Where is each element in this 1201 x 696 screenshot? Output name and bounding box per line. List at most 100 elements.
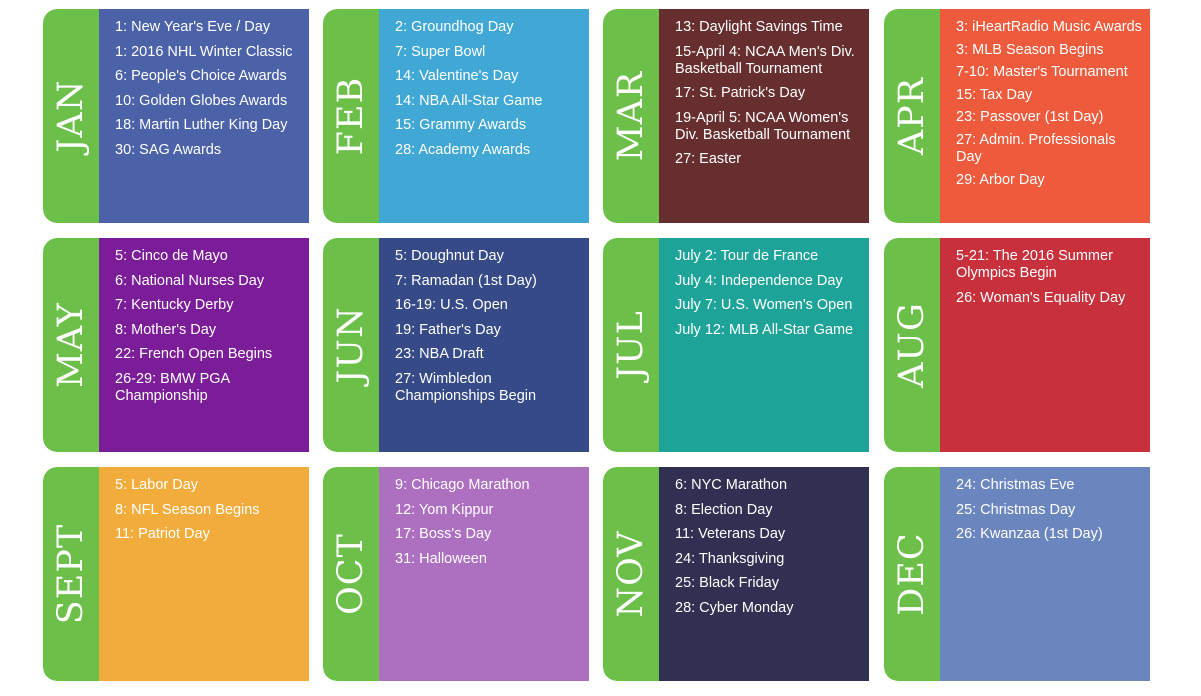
- month-tab: APR: [884, 9, 940, 223]
- event-item: 18: Martin Luther King Day: [115, 117, 288, 134]
- month-card-jan: JAN 1: New Year's Eve / Day 1: 2016 NHL Wi…: [43, 9, 309, 223]
- event-item: 26: Woman's Equality Day: [956, 289, 1126, 306]
- month-label: FEB: [331, 76, 371, 156]
- events-panel: 3: iHeartRadio Music Awards 3: MLB Season…: [940, 9, 1150, 223]
- events-panel: 5-21: The 2016 Summer Olympics Begin 26: …: [940, 238, 1150, 452]
- event-item: 3: iHeartRadio Music Awards: [956, 19, 1142, 35]
- event-item: 27: Wimbledon Championships Begin: [395, 370, 537, 404]
- event-item: 24: Christmas Eve: [956, 477, 1075, 493]
- event-item: July 12: MLB All-Star Game: [675, 321, 854, 338]
- event-item: 15: Grammy Awards: [395, 117, 527, 134]
- event-item: 31: Halloween: [395, 550, 487, 567]
- events-panel: 6: NYC Marathon 8: Election Day 11: Vetera…: [659, 467, 869, 681]
- event-item: July 4: Independence Day: [675, 272, 843, 289]
- month-label: JUL: [611, 310, 651, 380]
- events-panel: 1: New Year's Eve / Day 1: 2016 NHL Winte…: [99, 9, 309, 223]
- event-item: 7: Ramadan (1st Day): [395, 272, 537, 289]
- event-item: 26: Kwanzaa (1st Day): [956, 526, 1103, 543]
- month-card-dec: DEC 24: Christmas Eve 25: Christmas Day 26:…: [884, 467, 1150, 681]
- event-item: 17: Boss's Day: [395, 526, 492, 543]
- event-item: 14: NBA All-Star Game: [395, 92, 543, 109]
- event-item: 8: Mother's Day: [115, 321, 217, 338]
- month-label: AUG: [892, 302, 932, 388]
- event-item: 28: Cyber Monday: [675, 599, 794, 616]
- event-item: 28: Academy Awards: [395, 141, 531, 158]
- month-tab: DEC: [884, 467, 940, 681]
- event-item: 1: 2016 NHL Winter Classic: [115, 43, 293, 60]
- event-item: 24: Thanksgiving: [675, 550, 785, 567]
- month-label: SEPT: [51, 523, 91, 625]
- event-item: 25: Christmas Day: [956, 501, 1076, 518]
- event-item: 7: Super Bowl: [395, 43, 486, 60]
- month-tab: AUG: [884, 238, 940, 452]
- event-item: 27: Easter: [675, 151, 742, 168]
- event-item: 1: New Year's Eve / Day: [115, 19, 271, 35]
- event-item: July 2: Tour de France: [675, 248, 819, 264]
- event-item: 19: Father's Day: [395, 321, 501, 338]
- event-item: 26-29: BMW PGA Championship: [115, 370, 230, 404]
- month-label: JAN: [51, 79, 91, 153]
- month-label: MAY: [51, 302, 91, 388]
- month-card-oct: OCT 9: Chicago Marathon 12: Yom Kippur 17: …: [323, 467, 589, 681]
- event-item: 8: NFL Season Begins: [115, 501, 260, 518]
- month-label: DEC: [892, 532, 932, 616]
- month-tab: OCT: [323, 467, 379, 681]
- month-card-nov: NOV 6: NYC Marathon 8: Election Day 11: Vet…: [603, 467, 869, 681]
- events-panel: 13: Daylight Savings Time 15-April 4: NCA…: [659, 9, 869, 223]
- event-item: 2: Groundhog Day: [395, 19, 514, 35]
- event-item: 14: Valentine's Day: [395, 68, 519, 85]
- month-tab: MAY: [43, 238, 99, 452]
- month-card-jun: JUN 5: Doughnut Day 7: Ramadan (1st Day) 16…: [323, 238, 589, 452]
- events-panel: 5: Cinco de Mayo 6: National Nurses Day 7:…: [99, 238, 309, 452]
- event-item: 23: Passover (1st Day): [956, 109, 1104, 126]
- event-item: 29: Arbor Day: [956, 171, 1045, 188]
- month-card-sept: SEPT 5: Labor Day 8: NFL Season Begins 11: …: [43, 467, 309, 681]
- event-item: July 7: U.S. Women's Open: [675, 297, 853, 314]
- event-item: 15-April 4: NCAA Men's Div. Basketball T…: [675, 43, 855, 77]
- event-item: 10: Golden Globes Awards: [115, 92, 288, 109]
- month-label: NOV: [611, 530, 651, 618]
- month-tab: JUL: [603, 238, 659, 452]
- event-item: 7-10: Master's Tournament: [956, 64, 1128, 81]
- event-item: 17: St. Patrick's Day: [675, 85, 806, 102]
- month-tab: JAN: [43, 9, 99, 223]
- event-item: 11: Patriot Day: [115, 526, 210, 543]
- month-tab: JUN: [323, 238, 379, 452]
- month-card-mar: MAR 13: Daylight Savings Time 15-April 4: …: [603, 9, 869, 223]
- event-item: 5: Doughnut Day: [395, 248, 504, 264]
- event-item: 11: Veterans Day: [675, 526, 786, 543]
- event-item: 13: Daylight Savings Time: [675, 19, 843, 35]
- event-item: 7: Kentucky Derby: [115, 297, 234, 314]
- event-item: 19-April 5: NCAA Women's Div. Basketball…: [675, 109, 851, 143]
- event-item: 5: Labor Day: [115, 477, 199, 493]
- month-tab: FEB: [323, 9, 379, 223]
- month-card-jul: JUL July 2: Tour de France July 4: Indepen…: [603, 238, 869, 452]
- month-tab: SEPT: [43, 467, 99, 681]
- events-panel: July 2: Tour de France July 4: Independen…: [659, 238, 869, 452]
- event-item: 12: Yom Kippur: [395, 501, 494, 518]
- event-item: 6: NYC Marathon: [675, 477, 788, 493]
- event-item: 15: Tax Day: [956, 86, 1033, 103]
- month-card-may: MAY 5: Cinco de Mayo 6: National Nurses Da…: [43, 238, 309, 452]
- month-label: JUN: [331, 306, 371, 384]
- event-item: 16-19: U.S. Open: [395, 297, 508, 314]
- event-item: 30: SAG Awards: [115, 141, 222, 158]
- event-item: 8: Election Day: [675, 501, 773, 518]
- event-item: 6: National Nurses Day: [115, 272, 265, 289]
- event-item: 23: NBA Draft: [395, 346, 484, 363]
- month-card-feb: FEB 2: Groundhog Day 7: Super Bowl 14: Vale…: [323, 9, 589, 223]
- month-card-aug: AUG 5-21: The 2016 Summer Olympics Begin 2…: [884, 238, 1150, 452]
- events-panel: 5: Doughnut Day 7: Ramadan (1st Day) 16-19…: [379, 238, 589, 452]
- event-item: 25: Black Friday: [675, 575, 779, 592]
- event-item: 27: Admin. Professionals Day: [956, 131, 1116, 165]
- event-item: 5: Cinco de Mayo: [115, 248, 228, 264]
- event-item: 9: Chicago Marathon: [395, 477, 530, 493]
- event-item: 5-21: The 2016 Summer Olympics Begin: [956, 248, 1113, 281]
- month-card-apr: APR 3: iHeartRadio Music Awards 3: MLB Sea…: [884, 9, 1150, 223]
- events-panel: 2: Groundhog Day 7: Super Bowl 14: Valenti…: [379, 9, 589, 223]
- month-label: OCT: [331, 533, 371, 615]
- event-item: 3: MLB Season Begins: [956, 41, 1104, 58]
- events-panel: 9: Chicago Marathon 12: Yom Kippur 17: Bos…: [379, 467, 589, 681]
- event-item: 22: French Open Begins: [115, 346, 273, 363]
- month-label: MAR: [611, 70, 651, 162]
